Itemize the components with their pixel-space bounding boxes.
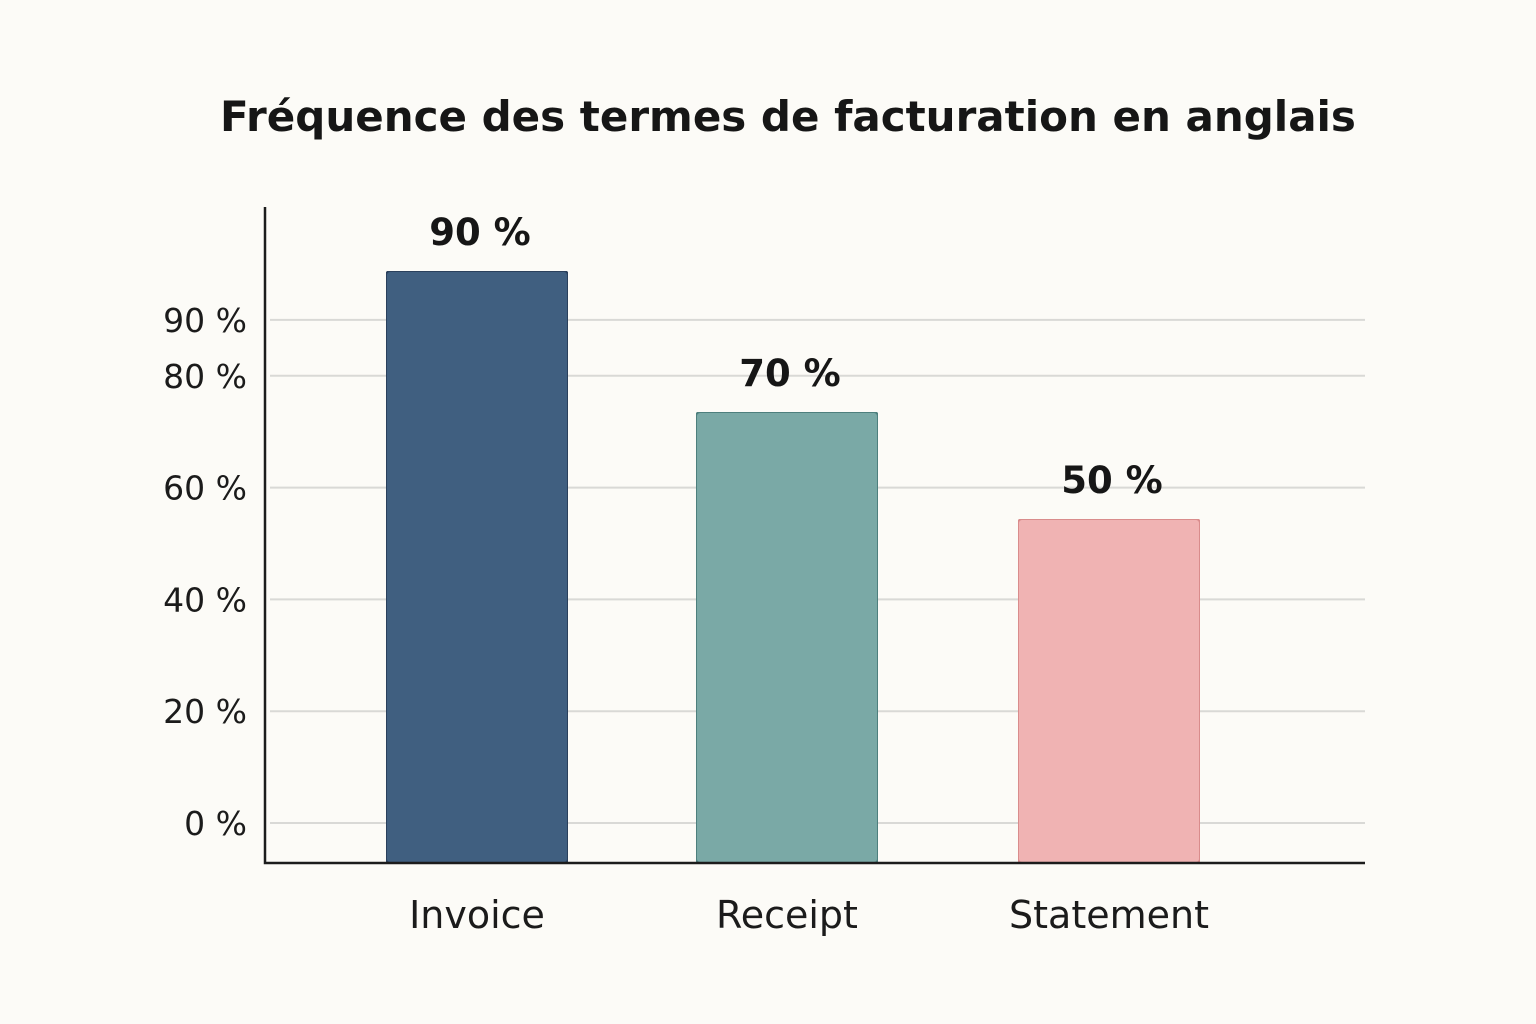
bar-invoice <box>385 270 569 864</box>
value-label: 90 % <box>429 211 530 254</box>
chart-title: Fréquence des termes de facturation en a… <box>220 92 1356 141</box>
x-tick-label: Receipt <box>716 893 858 937</box>
axis-lines <box>263 207 1365 865</box>
bars <box>385 270 1201 864</box>
y-tick-label: 0 % <box>184 804 247 843</box>
bar-receipt <box>695 411 879 864</box>
y-tick-label: 60 % <box>163 469 247 508</box>
bar-statement <box>1017 518 1201 864</box>
x-axis-labels: Invoice Receipt Statement <box>409 893 1209 937</box>
y-tick-label: 80 % <box>163 357 247 396</box>
y-tick-label: 40 % <box>163 580 247 619</box>
value-label: 70 % <box>739 352 840 395</box>
value-label: 50 % <box>1061 459 1162 502</box>
x-tick-label: Invoice <box>409 893 545 937</box>
x-tick-label: Statement <box>1009 893 1209 937</box>
y-tick-label: 90 % <box>163 301 247 340</box>
y-tick-label: 20 % <box>163 692 247 731</box>
value-labels: 90 % 70 % 50 % <box>429 211 1162 502</box>
y-axis-ticks: 0 % 20 % 40 % 60 % 80 % 90 % <box>163 301 247 843</box>
